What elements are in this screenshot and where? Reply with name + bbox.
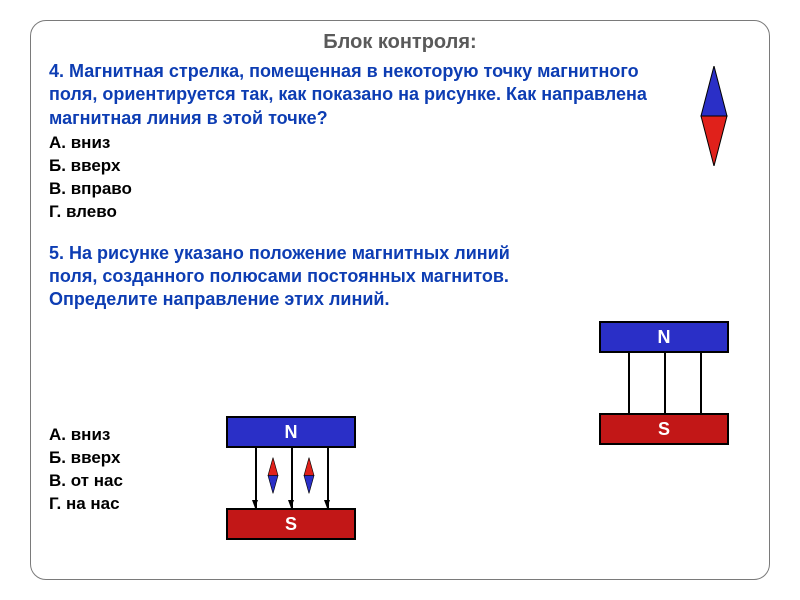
field-line-icon	[700, 353, 702, 413]
magnet-pair-right: N S	[599, 321, 729, 445]
answer-4a: А. вниз	[49, 132, 751, 154]
page-title: Блок контроля:	[49, 31, 751, 54]
question-4: 4. Магнитная стрелка, помещенная в некот…	[49, 60, 649, 130]
field-line-icon	[664, 353, 666, 413]
magnet-south-bar: S	[599, 413, 729, 445]
magnet-north-bar: N	[599, 321, 729, 353]
field-line-icon	[628, 353, 630, 413]
answer-4b: Б. вверх	[49, 155, 751, 177]
magnet-pair-center: N	[226, 416, 356, 540]
content-card: Блок контроля: 4. Магнитная стрелка, пом…	[30, 20, 770, 580]
answers-q5: А. вниз Б. вверх В. от нас Г. на нас	[49, 423, 123, 516]
magnet-north-bar: N	[226, 416, 356, 448]
compass-needle-icon	[699, 66, 729, 166]
answer-5b: Б. вверх	[49, 447, 123, 469]
answer-4c: В. вправо	[49, 178, 751, 200]
mini-needle-icon	[303, 458, 315, 499]
answer-4d: Г. влево	[49, 201, 751, 223]
question-5: 5. На рисунке указано положение магнитны…	[49, 242, 519, 312]
answer-5c: В. от нас	[49, 470, 123, 492]
answer-5d: Г. на нас	[49, 493, 123, 515]
answer-5a: А. вниз	[49, 424, 123, 446]
arrowheads-icon	[226, 448, 356, 508]
mini-needle-icon	[267, 458, 279, 499]
field-gap-center	[226, 448, 356, 508]
field-gap-right	[599, 353, 729, 413]
answers-q4: А. вниз Б. вверх В. вправо Г. влево	[49, 132, 751, 223]
magnet-south-bar: S	[226, 508, 356, 540]
